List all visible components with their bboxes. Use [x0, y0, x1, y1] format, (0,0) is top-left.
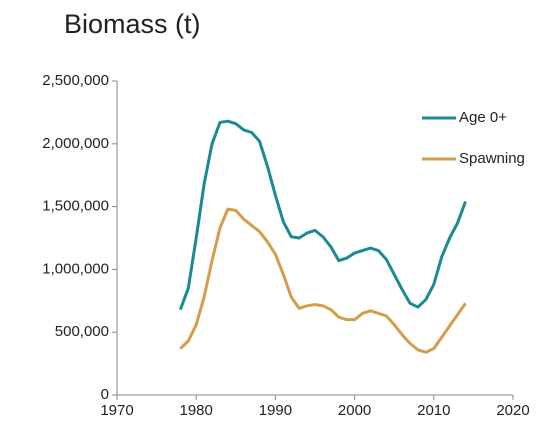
chart-title: Biomass (t)	[64, 9, 201, 39]
y-tick-label: 500,000	[55, 323, 109, 340]
line-series	[178, 119, 467, 311]
y-tick-label: 2,500,000	[42, 72, 109, 89]
x-tick-label: 2010	[417, 402, 450, 419]
y-tick-label: 1,500,000	[42, 198, 109, 215]
x-tick-label: 1980	[180, 402, 213, 419]
x-tick-label: 1970	[100, 402, 133, 419]
line-series	[179, 207, 467, 354]
legend-label: Age 0+	[459, 109, 507, 126]
y-tick-label: 1,000,000	[42, 260, 109, 277]
legend-label: Spawning	[459, 150, 525, 167]
x-tick-label: 2000	[338, 402, 371, 419]
x-tick-label: 1990	[259, 402, 292, 419]
y-tick-label: 0	[101, 386, 109, 403]
y-tick-label: 2,000,000	[42, 135, 109, 152]
x-tick-label: 2020	[496, 402, 529, 419]
